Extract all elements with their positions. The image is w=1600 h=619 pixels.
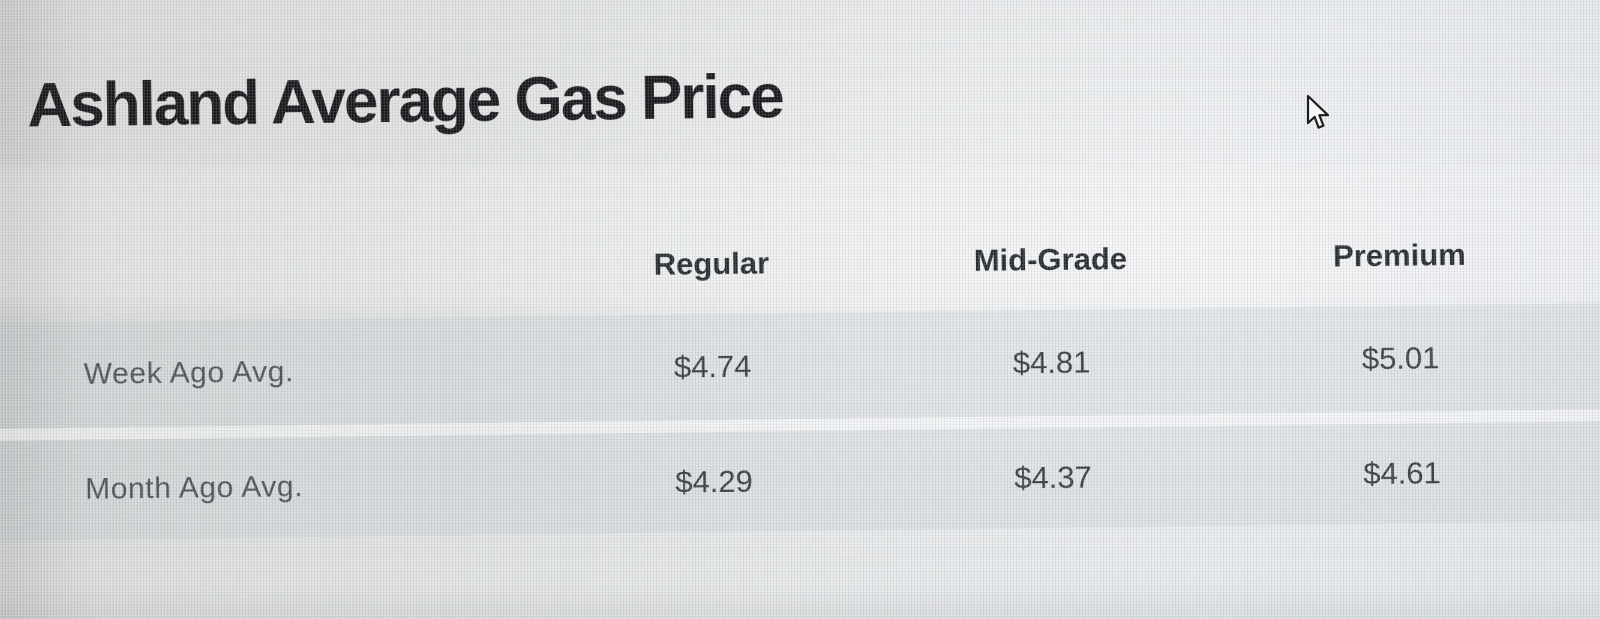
price-month-ago-mid-grade: $4.37 [1014, 459, 1093, 496]
row-filler-cell [1562, 471, 1600, 472]
row-filler-cell [1561, 356, 1600, 357]
row-label-week-ago: Week Ago Avg. [83, 355, 295, 391]
price-week-ago-mid-grade: $4.81 [1012, 344, 1091, 381]
price-month-ago-premium: $4.61 [1363, 455, 1442, 492]
price-month-ago-regular: $4.29 [675, 463, 754, 500]
row-label-month-ago: Month Ago Avg. [84, 470, 304, 506]
gas-price-table: Regular Mid-Grade Premium Week Ago Avg. … [0, 203, 1600, 541]
price-week-ago-premium: $5.01 [1361, 340, 1440, 377]
table-row-month-ago: Month Ago Avg. $4.29 $4.37 $4.61 [0, 421, 1600, 541]
header-filler-cell [1559, 253, 1600, 254]
column-header-premium: Premium [1332, 236, 1466, 274]
column-header-mid-grade: Mid-Grade [973, 241, 1128, 278]
price-week-ago-regular: $4.74 [673, 348, 752, 385]
table-header-row: Regular Mid-Grade Premium [0, 203, 1600, 323]
header-spacer-cell [0, 266, 561, 273]
column-header-regular: Regular [653, 245, 770, 282]
page-title: Ashland Average Gas Price [27, 62, 784, 141]
table-row-week-ago: Week Ago Avg. $4.74 $4.81 $5.01 [0, 303, 1600, 429]
mouse-pointer-icon [1304, 94, 1330, 132]
